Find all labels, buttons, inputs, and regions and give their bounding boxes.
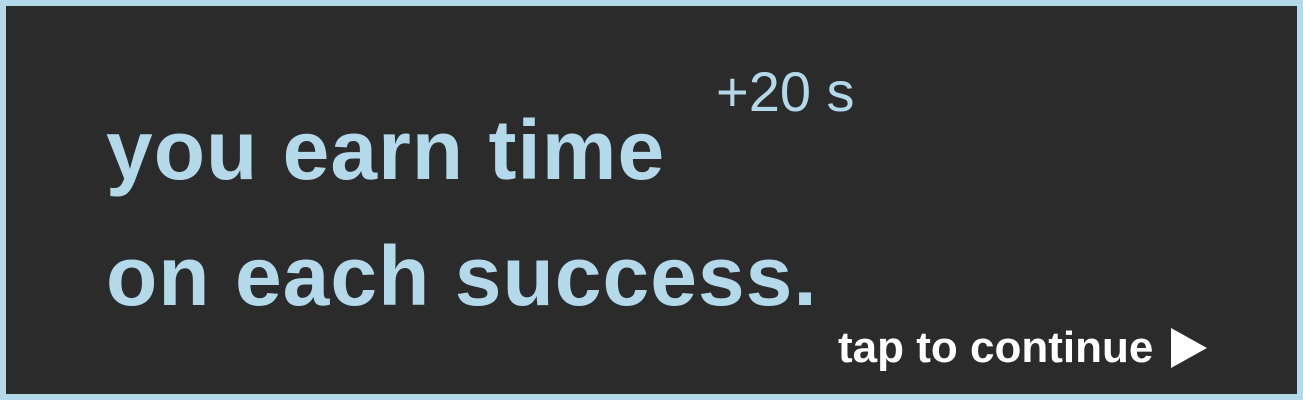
tutorial-panel[interactable]: you earn time +20 s on each success. tap… [6, 6, 1297, 394]
message-line-1: you earn time [106, 103, 666, 197]
time-bonus-label: +20 s [716, 60, 855, 123]
play-arrow-icon [1171, 328, 1208, 368]
continue-button[interactable]: tap to continue [838, 323, 1208, 372]
message-line-2: on each success. [106, 229, 818, 323]
continue-label: tap to continue [838, 323, 1154, 372]
